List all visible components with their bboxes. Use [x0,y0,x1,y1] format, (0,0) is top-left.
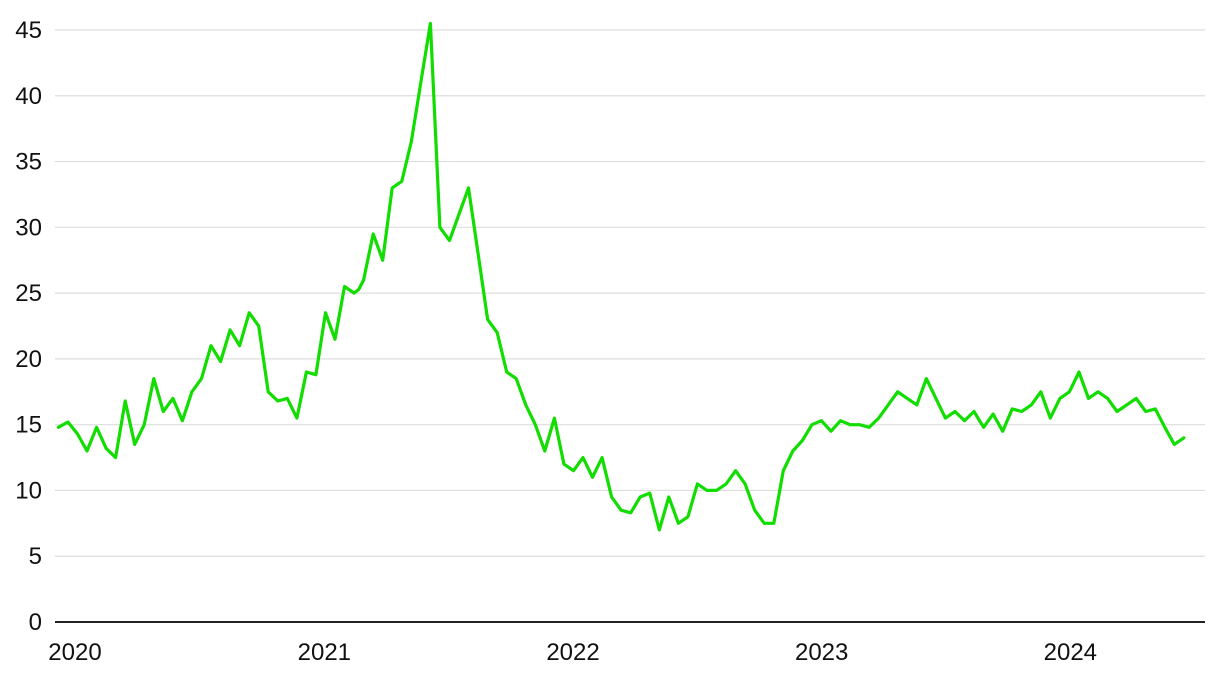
y-tick-label: 25 [15,280,42,307]
y-tick-label: 5 [29,543,42,570]
y-tick-label: 45 [15,17,42,44]
y-tick-label: 0 [29,609,42,636]
y-tick-label: 30 [15,214,42,241]
y-tick-label: 35 [15,149,42,176]
tick-labels: 0 5 10 15 20 25 30 35 40 45 2020 2021 2022 2023 2024 [15,17,1097,666]
y-tick-label: 20 [15,346,42,373]
x-tick-label: 2021 [298,639,351,666]
x-tick-label: 2020 [48,639,101,666]
y-tick-label: 10 [15,477,42,504]
series-layer [56,21,1186,532]
y-tick-label: 15 [15,412,42,439]
x-tick-label: 2024 [1044,639,1097,666]
series-line-0 [56,21,1186,532]
y-tick-label: 40 [15,83,42,110]
x-tick-label: 2022 [546,639,599,666]
gridlines [55,29,1205,557]
x-tick-label: 2023 [795,639,848,666]
